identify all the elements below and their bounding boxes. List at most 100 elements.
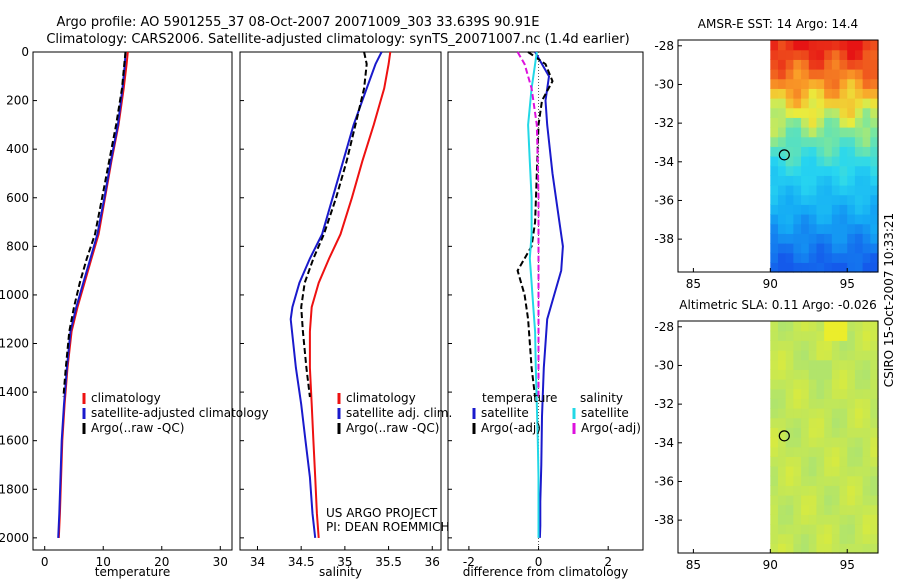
sst-map-cell — [839, 185, 848, 196]
sst-map-cell — [824, 156, 833, 167]
temperature-profile-ytick-label: 1200 — [0, 337, 29, 351]
sla-map-cell — [778, 533, 787, 544]
sst-map-cell — [801, 243, 810, 254]
chart-panels: 0 10 20 30020040060080010001200140016001800… — [0, 17, 879, 579]
sla-map-cell — [839, 466, 848, 477]
sla-map-cell — [839, 359, 848, 370]
sst-map-cell — [847, 88, 856, 99]
sst-map-cell — [778, 78, 787, 89]
sst-map-cell — [839, 107, 848, 118]
sst-map-cell — [770, 185, 779, 196]
sla-map-cell — [870, 340, 879, 351]
sst-map-cell — [793, 98, 802, 109]
sla-map-cell — [801, 456, 810, 467]
sla-map-cell — [793, 379, 802, 390]
sst-map-cell — [839, 78, 848, 89]
sst-map-cell — [870, 252, 879, 263]
sla-map-cell — [839, 398, 848, 409]
sst-map-cell — [778, 156, 787, 167]
sla-map-cell — [778, 446, 787, 457]
difference-profile-xtick-label: -2 — [463, 555, 475, 569]
sla-map-cell — [816, 466, 825, 477]
sst-map-cell — [808, 165, 818, 176]
sst-map-cell — [847, 185, 856, 196]
sla-map-cell — [839, 543, 848, 554]
sla-map-cell — [801, 350, 810, 361]
sla-map-cell — [785, 475, 794, 486]
sst-map-cell — [831, 59, 841, 70]
temperature-profile-ytick-label: 1800 — [0, 482, 29, 496]
sla-map-cell — [816, 417, 825, 428]
sla-map-cell — [824, 514, 833, 525]
sst-map-cell — [862, 59, 871, 70]
sst-map-cell — [778, 243, 787, 254]
sla-map-cell — [831, 475, 841, 486]
sla-map-cell — [839, 437, 848, 448]
sla-map-cell — [778, 524, 787, 535]
sst-map-cell — [778, 223, 787, 234]
sst-map-ytick-label: -30 — [654, 77, 674, 91]
figure-title-line2: Climatology: CARS2006. Satellite-adjuste… — [46, 32, 629, 47]
temperature-profile-xtick-label: 0 — [41, 555, 49, 569]
sla-map-cell — [793, 340, 802, 351]
sla-map-cell — [831, 456, 841, 467]
sst-map-cell — [831, 107, 841, 118]
sla-map-cell — [870, 388, 879, 399]
sla-map-cell — [870, 524, 879, 535]
sst-map-cell — [808, 146, 818, 157]
sst-map-cell — [847, 204, 856, 215]
sst-map-cell — [770, 214, 779, 225]
sst-map-cell — [870, 117, 879, 128]
sla-map-cell — [808, 504, 818, 515]
sst-map-cell — [847, 69, 856, 80]
sst-map-cell — [847, 146, 856, 157]
sst-map-cell — [870, 262, 879, 273]
sst-map-cell — [847, 49, 856, 60]
sla-map-cell — [808, 408, 818, 419]
sla-map-cell — [808, 437, 818, 448]
sst-map-cell — [862, 40, 871, 51]
sla-map-cell — [778, 330, 787, 341]
sla-map-cell — [839, 524, 848, 535]
sla-map-cell — [793, 388, 802, 399]
sst-map-cell — [785, 49, 794, 60]
sla-map-cell — [824, 437, 833, 448]
sst-map-cell — [770, 204, 779, 215]
sst-map-cell — [870, 204, 879, 215]
sla-map-cell — [808, 340, 818, 351]
sla-map-cell — [808, 446, 818, 457]
sla-map-cell — [816, 485, 825, 496]
sst-map-cell — [854, 156, 864, 167]
sla-map-cell — [847, 369, 856, 380]
sst-map-cell — [778, 214, 787, 225]
sst-map-cell — [824, 98, 833, 109]
sla-map-cell — [785, 543, 794, 554]
sst-map-cell — [785, 175, 794, 186]
sst-map-cell — [816, 214, 825, 225]
sla-map-cell — [839, 369, 848, 380]
salinity-profile-legend-label: climatology — [346, 391, 416, 405]
sst-map-cell — [793, 204, 802, 215]
sla-map-cell — [854, 321, 864, 332]
sla-map-cell — [854, 350, 864, 361]
sla-map-cell — [847, 408, 856, 419]
sla-map-cell — [854, 330, 864, 341]
sst-map-cell — [793, 107, 802, 118]
sst-map-cell — [824, 204, 833, 215]
sst-map-cell — [801, 59, 810, 70]
sst-map-cell — [785, 69, 794, 80]
sla-map-cell — [831, 330, 841, 341]
sla-map-cell — [778, 340, 787, 351]
sst-map-cell — [785, 107, 794, 118]
sla-map-cell — [854, 408, 864, 419]
sst-map-cell — [770, 262, 779, 273]
sst-map-cell — [808, 88, 818, 99]
sst-map-cell — [778, 185, 787, 196]
temperature-profile-ytick-label: 1000 — [0, 288, 29, 302]
sla-map-ytick-label: -30 — [654, 358, 674, 372]
sla-map-cell — [831, 514, 841, 525]
sst-map-cell — [831, 117, 841, 128]
sst-map-cell — [847, 175, 856, 186]
sst-map-cell — [854, 117, 864, 128]
sla-map-cell — [831, 524, 841, 535]
